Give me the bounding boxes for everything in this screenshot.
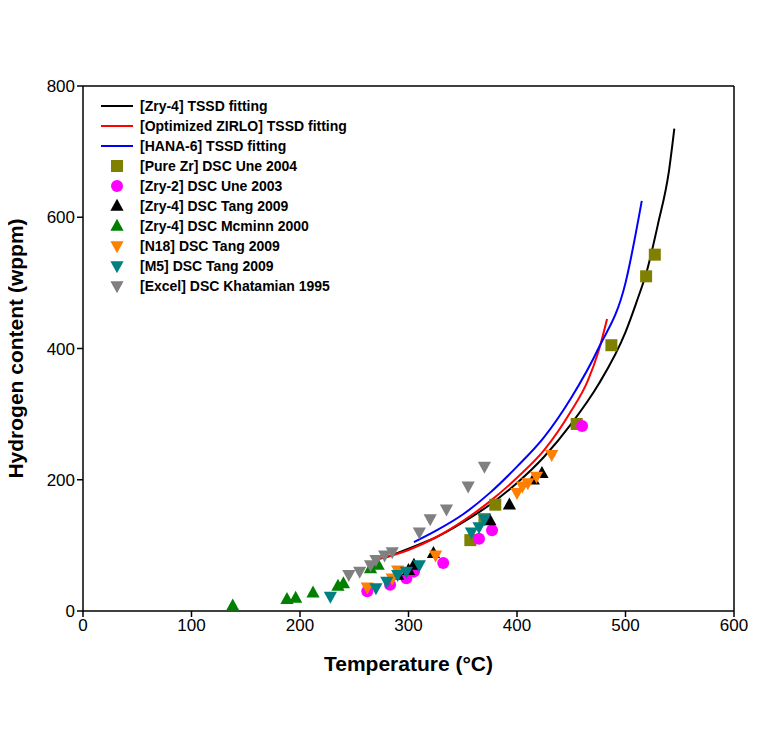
svg-text:Hydrogen content (wppm): Hydrogen content (wppm): [8, 218, 27, 478]
html-text:[N18] DSC Tang 2009: [N18] DSC Tang 2009: [140, 238, 280, 254]
svg-text:800: 800: [47, 77, 75, 96]
svg-text:Temperature (°C): Temperature (°C): [324, 652, 493, 675]
html-text:[Zry-4] DSC Mcminn 2000: [Zry-4] DSC Mcminn 2000: [140, 218, 309, 234]
html-text:[Zry-4] TSSD fitting: [Zry-4] TSSD fitting: [140, 98, 268, 114]
svg-text:100: 100: [177, 616, 205, 635]
svg-text:0: 0: [78, 616, 87, 635]
svg-text:200: 200: [47, 471, 75, 490]
html-text:[Pure Zr] DSC Une 2004: [Pure Zr] DSC Une 2004: [140, 158, 298, 174]
svg-text:300: 300: [394, 616, 422, 635]
html-text:[M5] DSC Tang 2009: [M5] DSC Tang 2009: [140, 258, 274, 274]
html-text:[Zry-2] DSC Une 2003: [Zry-2] DSC Une 2003: [140, 178, 283, 194]
html-text:[Optimized ZIRLO] TSSD fitting: [Optimized ZIRLO] TSSD fitting: [140, 118, 347, 134]
svg-text:600: 600: [47, 208, 75, 227]
svg-text:500: 500: [611, 616, 639, 635]
svg-text:200: 200: [286, 616, 314, 635]
html-text:[Excel] DSC Khatamian 1995: [Excel] DSC Khatamian 1995: [140, 278, 330, 294]
html-text:[Zry-4] DSC Tang 2009: [Zry-4] DSC Tang 2009: [140, 198, 289, 214]
svg-text:400: 400: [47, 340, 75, 359]
html-text:[HANA-6] TSSD fitting: [HANA-6] TSSD fitting: [140, 138, 287, 154]
svg-text:400: 400: [503, 616, 531, 635]
svg-text:600: 600: [720, 616, 748, 635]
svg-text:0: 0: [66, 602, 75, 621]
